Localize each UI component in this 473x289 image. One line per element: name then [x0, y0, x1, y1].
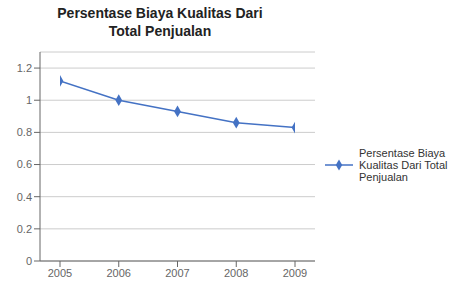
html-text:Persentase Biaya Kualitas Dari: Persentase Biaya Kualitas Dari Total Pen…: [57, 5, 263, 39]
svg-text:0.8: 0.8: [17, 126, 32, 138]
svg-text:1.2: 1.2: [17, 62, 32, 74]
svg-text:2005: 2005: [48, 267, 72, 279]
svg-text:0.4: 0.4: [17, 191, 32, 203]
svg-text:0: 0: [26, 255, 32, 267]
svg-text:0.6: 0.6: [17, 158, 32, 170]
svg-text:0.2: 0.2: [17, 223, 32, 235]
html-text:Persentase Biaya Kualitas Dari: Persentase Biaya Kualitas Dari Total Pen…: [359, 146, 448, 183]
svg-text:2006: 2006: [107, 267, 131, 279]
svg-text:2009: 2009: [283, 267, 307, 279]
svg-text:2007: 2007: [165, 267, 189, 279]
svg-text:2008: 2008: [224, 267, 248, 279]
svg-text:1: 1: [26, 94, 32, 106]
